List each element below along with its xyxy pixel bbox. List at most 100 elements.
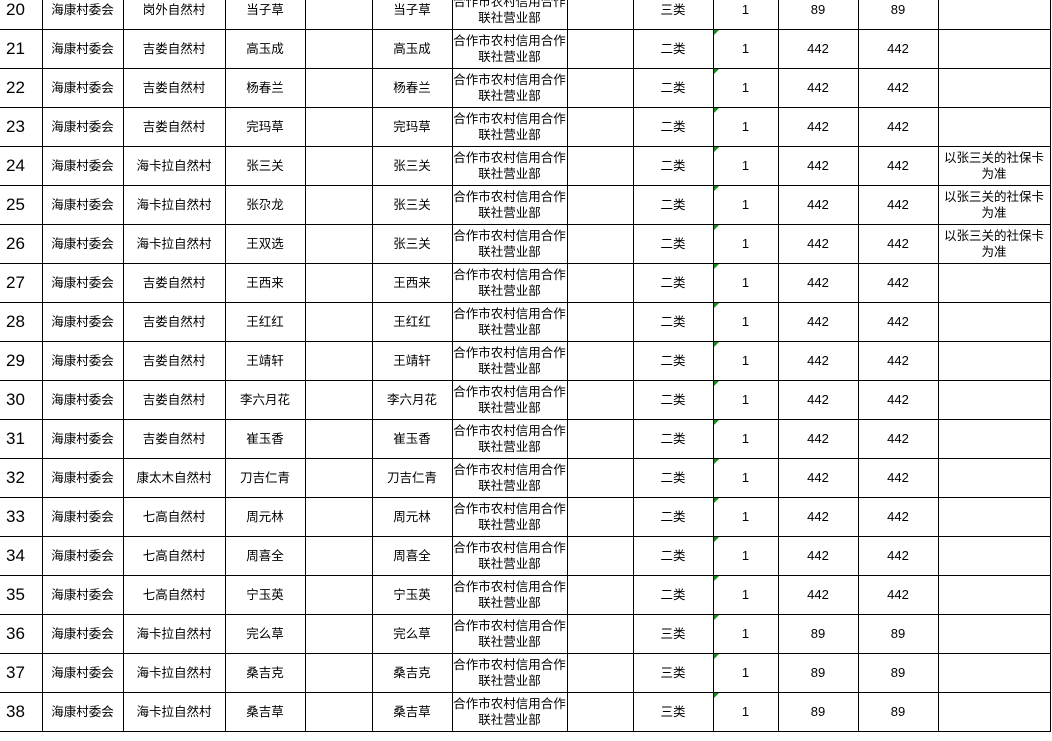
- count-cell[interactable]: 1: [712, 146, 779, 186]
- committee-cell[interactable]: 海康村委会: [41, 380, 124, 420]
- name-cell[interactable]: 完么草: [224, 614, 306, 654]
- count-cell[interactable]: 1: [712, 653, 779, 693]
- committee-cell[interactable]: 海康村委会: [41, 224, 124, 264]
- amount-cell[interactable]: 442: [777, 536, 859, 576]
- empty-cell[interactable]: [566, 419, 634, 459]
- account-holder-cell[interactable]: 张三关: [371, 185, 453, 225]
- account-holder-cell[interactable]: 张三关: [371, 224, 453, 264]
- row-number-cell[interactable]: 28: [0, 302, 43, 342]
- bank-cell[interactable]: 合作市农村信用合作联社营业部: [451, 29, 568, 69]
- bank-cell[interactable]: 合作市农村信用合作联社营业部: [451, 263, 568, 303]
- row-number-cell[interactable]: 36: [0, 614, 43, 654]
- committee-cell[interactable]: 海康村委会: [41, 575, 124, 615]
- committee-cell[interactable]: 海康村委会: [41, 419, 124, 459]
- empty-cell[interactable]: [304, 614, 373, 654]
- empty-cell[interactable]: [566, 224, 634, 264]
- empty-cell[interactable]: [304, 419, 373, 459]
- count-cell[interactable]: 1: [712, 302, 779, 342]
- total-cell[interactable]: 442: [857, 185, 939, 225]
- amount-cell[interactable]: 442: [777, 224, 859, 264]
- bank-cell[interactable]: 合作市农村信用合作联社营业部: [451, 653, 568, 693]
- category-cell[interactable]: 三类: [632, 0, 714, 30]
- village-cell[interactable]: 吉娄自然村: [122, 263, 226, 303]
- row-number-cell[interactable]: 35: [0, 575, 43, 615]
- village-cell[interactable]: 七高自然村: [122, 575, 226, 615]
- account-holder-cell[interactable]: 崔玉香: [371, 419, 453, 459]
- name-cell[interactable]: 王红红: [224, 302, 306, 342]
- note-cell[interactable]: [937, 302, 1051, 342]
- row-number-cell[interactable]: 27: [0, 263, 43, 303]
- account-holder-cell[interactable]: 当子草: [371, 0, 453, 30]
- empty-cell[interactable]: [304, 575, 373, 615]
- committee-cell[interactable]: 海康村委会: [41, 341, 124, 381]
- total-cell[interactable]: 442: [857, 497, 939, 537]
- name-cell[interactable]: 崔玉香: [224, 419, 306, 459]
- total-cell[interactable]: 442: [857, 536, 939, 576]
- note-cell[interactable]: [937, 107, 1051, 147]
- note-cell[interactable]: [937, 380, 1051, 420]
- bank-cell[interactable]: 合作市农村信用合作联社营业部: [451, 302, 568, 342]
- category-cell[interactable]: 二类: [632, 380, 714, 420]
- row-number-cell[interactable]: 32: [0, 458, 43, 498]
- village-cell[interactable]: 海卡拉自然村: [122, 692, 226, 732]
- empty-cell[interactable]: [304, 692, 373, 732]
- count-cell[interactable]: 1: [712, 458, 779, 498]
- category-cell[interactable]: 二类: [632, 341, 714, 381]
- bank-cell[interactable]: 合作市农村信用合作联社营业部: [451, 68, 568, 108]
- total-cell[interactable]: 442: [857, 68, 939, 108]
- row-number-cell[interactable]: 22: [0, 68, 43, 108]
- category-cell[interactable]: 三类: [632, 653, 714, 693]
- amount-cell[interactable]: 442: [777, 185, 859, 225]
- name-cell[interactable]: 李六月花: [224, 380, 306, 420]
- empty-cell[interactable]: [566, 536, 634, 576]
- village-cell[interactable]: 吉娄自然村: [122, 107, 226, 147]
- count-cell[interactable]: 1: [712, 29, 779, 69]
- committee-cell[interactable]: 海康村委会: [41, 107, 124, 147]
- account-holder-cell[interactable]: 完玛草: [371, 107, 453, 147]
- committee-cell[interactable]: 海康村委会: [41, 458, 124, 498]
- empty-cell[interactable]: [304, 341, 373, 381]
- empty-cell[interactable]: [304, 302, 373, 342]
- amount-cell[interactable]: 89: [777, 614, 859, 654]
- account-holder-cell[interactable]: 王西来: [371, 263, 453, 303]
- name-cell[interactable]: 刀吉仁青: [224, 458, 306, 498]
- bank-cell[interactable]: 合作市农村信用合作联社营业部: [451, 107, 568, 147]
- row-number-cell[interactable]: 30: [0, 380, 43, 420]
- total-cell[interactable]: 89: [857, 692, 939, 732]
- count-cell[interactable]: 1: [712, 263, 779, 303]
- account-holder-cell[interactable]: 桑吉克: [371, 653, 453, 693]
- account-holder-cell[interactable]: 李六月花: [371, 380, 453, 420]
- row-number-cell[interactable]: 33: [0, 497, 43, 537]
- amount-cell[interactable]: 442: [777, 458, 859, 498]
- category-cell[interactable]: 二类: [632, 68, 714, 108]
- name-cell[interactable]: 当子草: [224, 0, 306, 30]
- note-cell[interactable]: 以张三关的社保卡为准: [937, 185, 1051, 225]
- note-cell[interactable]: 以张三关的社保卡为准: [937, 146, 1051, 186]
- total-cell[interactable]: 89: [857, 0, 939, 30]
- row-number-cell[interactable]: 23: [0, 107, 43, 147]
- committee-cell[interactable]: 海康村委会: [41, 185, 124, 225]
- empty-cell[interactable]: [304, 536, 373, 576]
- count-cell[interactable]: 1: [712, 536, 779, 576]
- account-holder-cell[interactable]: 王靖轩: [371, 341, 453, 381]
- amount-cell[interactable]: 442: [777, 263, 859, 303]
- empty-cell[interactable]: [304, 29, 373, 69]
- empty-cell[interactable]: [566, 497, 634, 537]
- count-cell[interactable]: 1: [712, 614, 779, 654]
- category-cell[interactable]: 三类: [632, 692, 714, 732]
- note-cell[interactable]: [937, 263, 1051, 303]
- account-holder-cell[interactable]: 完么草: [371, 614, 453, 654]
- account-holder-cell[interactable]: 杨春兰: [371, 68, 453, 108]
- row-number-cell[interactable]: 26: [0, 224, 43, 264]
- category-cell[interactable]: 二类: [632, 263, 714, 303]
- amount-cell[interactable]: 89: [777, 692, 859, 732]
- village-cell[interactable]: 吉娄自然村: [122, 380, 226, 420]
- amount-cell[interactable]: 442: [777, 107, 859, 147]
- village-cell[interactable]: 海卡拉自然村: [122, 653, 226, 693]
- bank-cell[interactable]: 合作市农村信用合作联社营业部: [451, 185, 568, 225]
- total-cell[interactable]: 89: [857, 653, 939, 693]
- name-cell[interactable]: 张尕龙: [224, 185, 306, 225]
- count-cell[interactable]: 1: [712, 575, 779, 615]
- category-cell[interactable]: 二类: [632, 497, 714, 537]
- committee-cell[interactable]: 海康村委会: [41, 263, 124, 303]
